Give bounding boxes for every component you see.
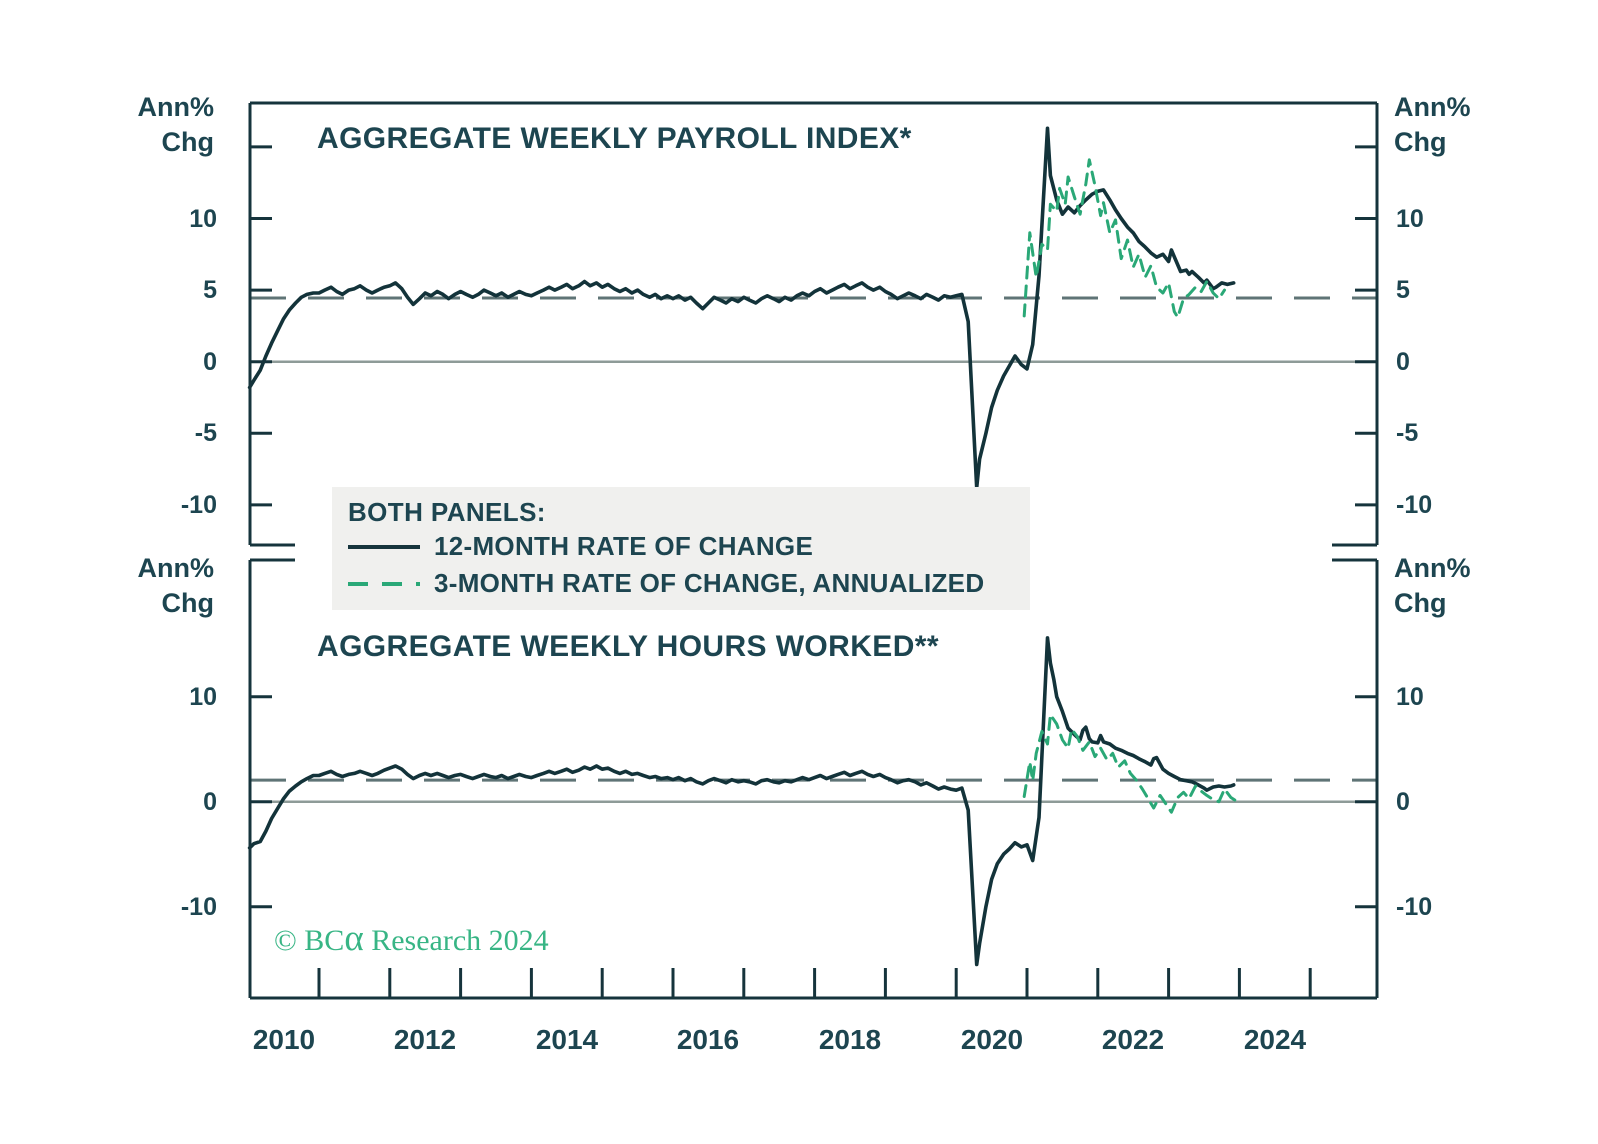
ytick-label-right: -10 <box>1396 893 1433 921</box>
ytick-label-left: 10 <box>189 683 217 711</box>
ytick-label-left: 5 <box>203 276 217 304</box>
ytick-label-left: -5 <box>194 419 217 447</box>
ytick-label-right: 5 <box>1396 276 1410 304</box>
legend-item-3-month: 3-MONTH RATE OF CHANGE, ANNUALIZED <box>348 565 1030 602</box>
unit-line-2: Chg <box>1394 588 1447 618</box>
ytick-label-right: 0 <box>1396 788 1410 816</box>
ytick-label-right: 10 <box>1396 205 1424 233</box>
xtick-label: 2010 <box>252 1024 316 1055</box>
bca-alpha-logo-glyph: α <box>344 918 364 959</box>
legend-item-12-month: 12-MONTH RATE OF CHANGE <box>348 528 1030 565</box>
unit-line-1: Ann% <box>1394 553 1471 583</box>
ytick-label-left: -10 <box>180 893 217 921</box>
y-axis-unit-top-right: Ann% Chg <box>1394 90 1504 160</box>
unit-line-2: Chg <box>161 127 214 157</box>
legend-heading: BOTH PANELS: <box>348 497 546 527</box>
ytick-label-left: 0 <box>203 348 217 376</box>
xtick-label: 2022 <box>1101 1024 1165 1055</box>
unit-line-1: Ann% <box>1394 92 1471 122</box>
copyright-prefix: © BC <box>274 924 345 957</box>
bottom-panel-title: AGGREGATE WEEKLY HOURS WORKED** <box>317 630 939 663</box>
unit-line-1: Ann% <box>137 92 215 122</box>
ytick-label-right: 10 <box>1396 683 1424 711</box>
top-panel-title: AGGREGATE WEEKLY PAYROLL INDEX* <box>317 122 912 155</box>
y-axis-unit-top-left: Ann% Chg <box>118 90 215 160</box>
legend-item-label: 3-MONTH RATE OF CHANGE, ANNUALIZED <box>434 568 985 598</box>
xtick-label: 2016 <box>676 1024 740 1055</box>
ytick-label-right: -5 <box>1396 419 1419 447</box>
ytick-label-left: -10 <box>180 491 217 519</box>
legend: BOTH PANELS: 12-MONTH RATE OF CHANGE 3-M… <box>332 487 1030 610</box>
unit-line-2: Chg <box>1394 127 1447 157</box>
ytick-label-right: -10 <box>1396 491 1433 519</box>
copyright: © BCα Research 2024 <box>274 920 549 958</box>
legend-item-label: 12-MONTH RATE OF CHANGE <box>434 531 814 561</box>
xtick-label: 2024 <box>1243 1024 1307 1055</box>
copyright-suffix: Research 2024 <box>363 924 549 957</box>
xtick-label: 2020 <box>960 1024 1024 1055</box>
xtick-label: 2012 <box>393 1024 457 1055</box>
xtick-label: 2014 <box>535 1024 599 1055</box>
ytick-label-right: 0 <box>1396 348 1410 376</box>
solid-line-swatch-icon <box>348 544 420 549</box>
xtick-label: 2018 <box>818 1024 882 1055</box>
y-axis-unit-bottom-left: Ann% Chg <box>118 551 215 621</box>
ytick-label-left: 10 <box>189 205 217 233</box>
unit-line-2: Chg <box>161 588 214 618</box>
y-axis-unit-bottom-right: Ann% Chg <box>1394 551 1504 621</box>
unit-line-1: Ann% <box>137 553 215 583</box>
ytick-label-left: 0 <box>203 788 217 816</box>
dashed-line-swatch-icon <box>348 581 420 586</box>
